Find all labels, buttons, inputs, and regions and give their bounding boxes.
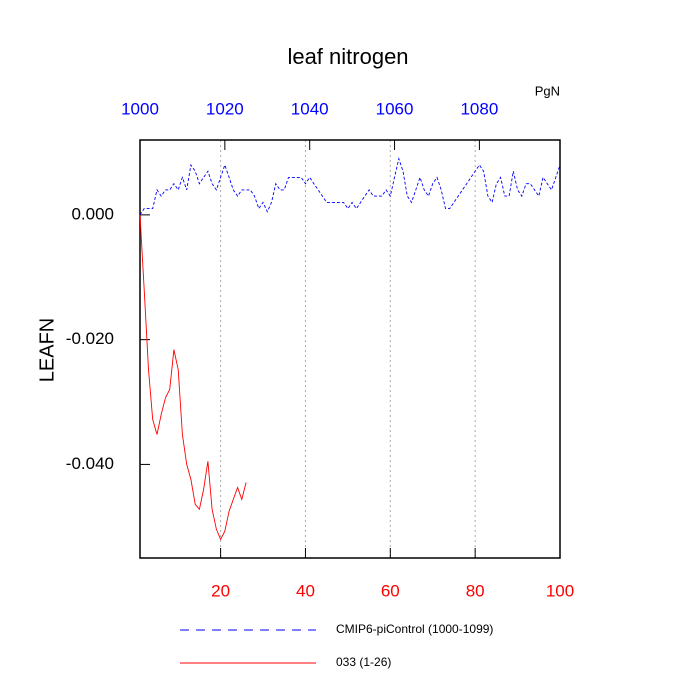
y-tick-label: 0.000 bbox=[71, 204, 114, 223]
x-tick-label: 40 bbox=[296, 581, 315, 600]
x2-tick-label: 1000 bbox=[121, 99, 159, 118]
series-line bbox=[139, 214, 247, 541]
x-tick-label: 60 bbox=[381, 581, 400, 600]
x-tick-label: 20 bbox=[211, 581, 230, 600]
y-axis-label: LEAFN bbox=[36, 318, 58, 382]
y-tick-label: -0.020 bbox=[66, 329, 114, 348]
legend-label: CMIP6-piControl (1000-1099) bbox=[336, 622, 493, 636]
x2-tick-label: 1040 bbox=[291, 99, 329, 118]
y-tick-label: -0.040 bbox=[66, 454, 114, 473]
legend-label: 033 (1-26) bbox=[336, 655, 391, 669]
x2-tick-label: 1060 bbox=[376, 99, 414, 118]
x2-tick-label: 1080 bbox=[460, 99, 498, 118]
chart-title: leaf nitrogen bbox=[287, 44, 408, 69]
series-line bbox=[139, 157, 561, 216]
plot-frame bbox=[139, 139, 561, 559]
units-label: PgN bbox=[535, 83, 560, 98]
x-tick-label: 80 bbox=[466, 581, 485, 600]
x2-tick-label: 1020 bbox=[206, 99, 244, 118]
x-tick-label: 100 bbox=[546, 581, 574, 600]
